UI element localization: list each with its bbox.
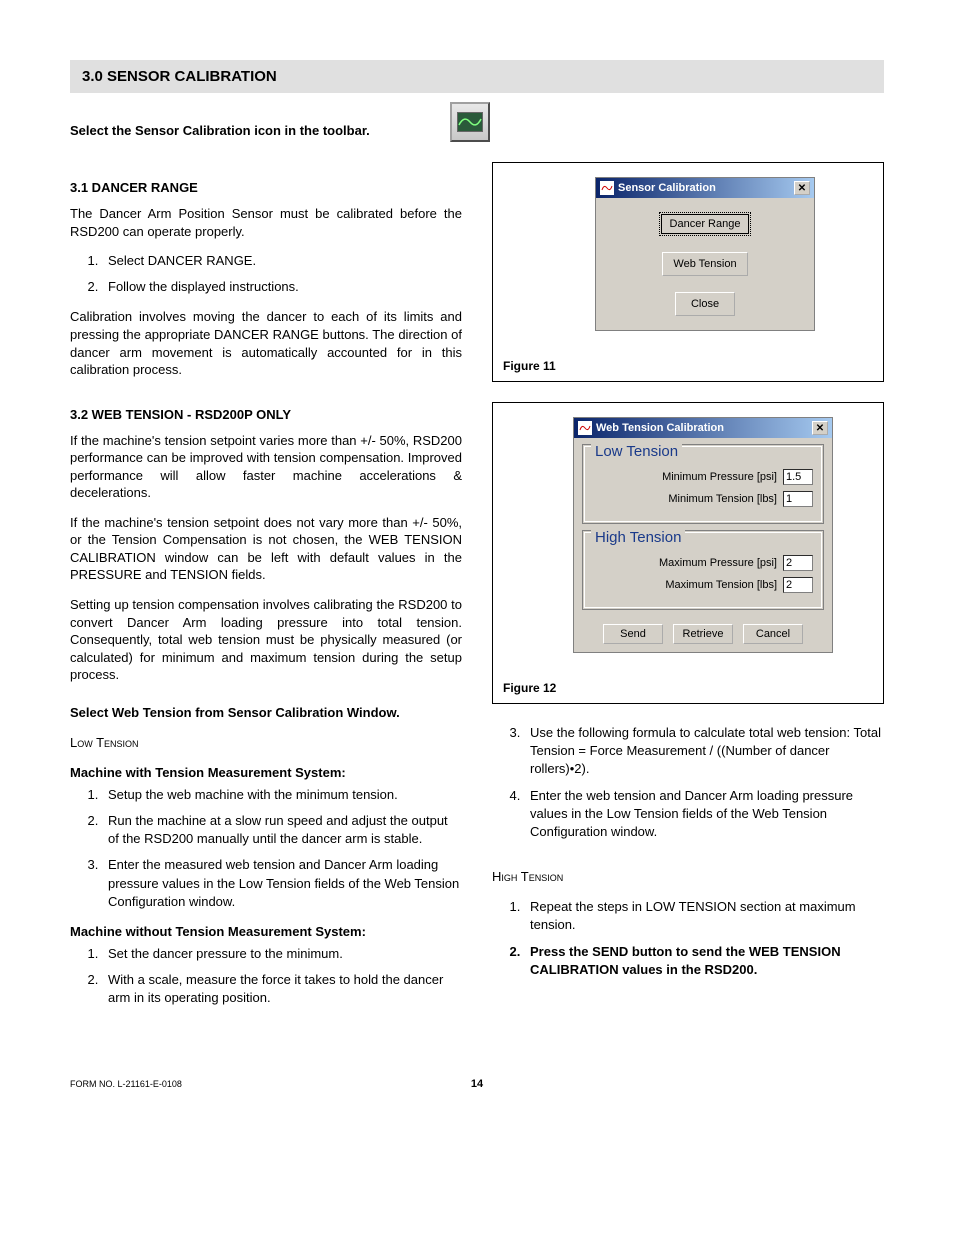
form-number: FORM NO. L-21161-E-0108 [70, 1079, 182, 1089]
max-tension-label: Maximum Tension [lbs] [665, 579, 777, 591]
dialog-button-row: Send Retrieve Cancel [574, 616, 832, 652]
list-item: Repeat the steps in LOW TENSION section … [524, 898, 884, 934]
high-tension-label: High Tension [492, 869, 884, 884]
list-item: Enter the web tension and Dancer Arm loa… [524, 787, 884, 842]
sensor-calibration-dialog: Sensor Calibration ✕ Dancer Range Web Te… [595, 177, 815, 331]
mwts-steps: Setup the web machine with the minimum t… [70, 786, 462, 911]
dialog-body: Low Tension Minimum Pressure [psi] Minim… [574, 444, 832, 652]
select-web-tension-text: Select Web Tension from Sensor Calibrati… [70, 704, 462, 722]
list-item: With a scale, measure the force it takes… [102, 971, 462, 1007]
mwots-title: Machine without Tension Measurement Syst… [70, 923, 462, 941]
min-pressure-input[interactable] [783, 469, 813, 485]
sec32-p2: If the machine's tension setpoint does n… [70, 514, 462, 584]
max-pressure-label: Maximum Pressure [psi] [659, 557, 777, 569]
close-button[interactable]: Close [675, 292, 735, 316]
wave-icon [578, 421, 592, 435]
list-item: Use the following formula to calculate t… [524, 724, 884, 779]
high-tension-group: High Tension Maximum Pressure [psi] Maxi… [582, 530, 824, 610]
figure-12-box: Web Tension Calibration ✕ Low Tension Mi… [492, 402, 884, 704]
sec31-steps: Select DANCER RANGE. Follow the displaye… [70, 252, 462, 296]
list-item: Press the SEND button to send the WEB TE… [524, 943, 884, 979]
min-tension-label: Minimum Tension [lbs] [668, 493, 777, 505]
low-tension-legend: Low Tension [591, 443, 682, 460]
cancel-button[interactable]: Cancel [743, 624, 803, 644]
section-3-2-title: 3.2 WEB TENSION - RSD200P ONLY [70, 407, 462, 422]
min-pressure-label: Minimum Pressure [psi] [662, 471, 777, 483]
page-footer: FORM NO. L-21161-E-0108 14 [70, 1079, 884, 1089]
list-item: Set the dancer pressure to the minimum. [102, 945, 462, 963]
left-column: 3.1 DANCER RANGE The Dancer Arm Position… [70, 162, 462, 1019]
figure-11-box: Sensor Calibration ✕ Dancer Range Web Te… [492, 162, 884, 382]
web-tension-button[interactable]: Web Tension [662, 252, 748, 276]
sec31-p1: The Dancer Arm Position Sensor must be c… [70, 205, 462, 240]
figure-11-label: Figure 11 [503, 359, 556, 373]
wave-icon [600, 181, 614, 195]
right-continued-steps: Use the following formula to calculate t… [492, 724, 884, 979]
sec32-p1: If the machine's tension setpoint varies… [70, 432, 462, 502]
list-item: Setup the web machine with the minimum t… [102, 786, 462, 804]
list-item: Follow the displayed instructions. [102, 278, 462, 296]
dialog-title: Web Tension Calibration [596, 422, 812, 434]
dialog-body: Dancer Range Web Tension Close [596, 198, 814, 330]
icon-instruction-text: Select the Sensor Calibration icon in th… [70, 123, 370, 138]
page-number: 14 [471, 1078, 483, 1090]
list-item: Select DANCER RANGE. [102, 252, 462, 270]
section-3-1-title: 3.1 DANCER RANGE [70, 180, 462, 195]
dancer-range-button[interactable]: Dancer Range [659, 212, 752, 236]
close-icon[interactable]: ✕ [812, 421, 828, 435]
high-tension-legend: High Tension [591, 529, 685, 546]
web-tension-calibration-dialog: Web Tension Calibration ✕ Low Tension Mi… [573, 417, 833, 653]
dialog-title: Sensor Calibration [618, 182, 794, 194]
section-header: 3.0 SENSOR CALIBRATION [70, 60, 884, 93]
mwots-steps: Set the dancer pressure to the minimum. … [70, 945, 462, 1008]
low-tension-label: Low Tension [70, 735, 462, 750]
max-pressure-input[interactable] [783, 555, 813, 571]
close-icon[interactable]: ✕ [794, 181, 810, 195]
figure-12-label: Figure 12 [503, 681, 556, 695]
sec32-p3: Setting up tension compensation involves… [70, 596, 462, 684]
low-tension-group: Low Tension Minimum Pressure [psi] Minim… [582, 444, 824, 524]
list-item: Run the machine at a slow run speed and … [102, 812, 462, 848]
sec31-p2: Calibration involves moving the dancer t… [70, 308, 462, 378]
retrieve-button[interactable]: Retrieve [673, 624, 733, 644]
mwts-title: Machine with Tension Measurement System: [70, 764, 462, 782]
sensor-calibration-icon [450, 102, 490, 142]
list-item: Enter the measured web tension and Dance… [102, 856, 462, 911]
right-column: Sensor Calibration ✕ Dancer Range Web Te… [492, 162, 884, 1019]
dialog-titlebar: Web Tension Calibration ✕ [574, 418, 832, 438]
min-tension-input[interactable] [783, 491, 813, 507]
max-tension-input[interactable] [783, 577, 813, 593]
dialog-titlebar: Sensor Calibration ✕ [596, 178, 814, 198]
send-button[interactable]: Send [603, 624, 663, 644]
